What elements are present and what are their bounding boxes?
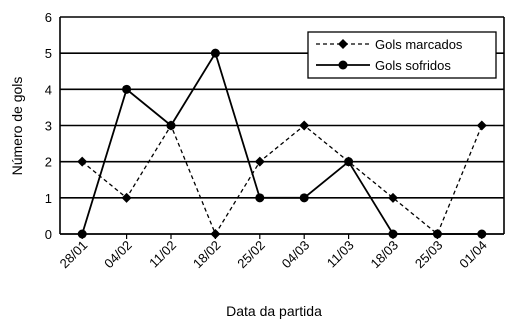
- data-point-1-6: [344, 157, 354, 167]
- x-tick-label-5: 04/03: [279, 238, 313, 272]
- data-point-0-7: [388, 192, 398, 203]
- data-point-1-1: [122, 84, 132, 94]
- data-point-1-2: [166, 121, 176, 130]
- x-tick-label-7: 18/03: [368, 238, 402, 272]
- data-point-1-4: [255, 193, 265, 203]
- legend-marker-1: [338, 60, 348, 70]
- data-point-1-5: [299, 193, 309, 203]
- x-tick-label-9: 01/04: [456, 238, 490, 272]
- grid-lines: [60, 16, 504, 235]
- legend: Gols marcados Gols sofridos: [307, 31, 497, 79]
- x-tick-label-3: 18/02: [190, 238, 224, 272]
- data-point-0-5: [299, 120, 310, 131]
- y-tick-label-1: 1: [45, 191, 52, 206]
- series-layer: [77, 48, 487, 239]
- data-point-1-3: [210, 48, 220, 58]
- data-point-0-0: [77, 156, 88, 167]
- y-tick-label-6: 6: [45, 10, 52, 25]
- y-tick-label-3: 3: [45, 119, 52, 134]
- data-point-0-4: [254, 156, 265, 167]
- x-tick-label-1: 04/02: [101, 238, 135, 272]
- y-tick-label-5: 5: [45, 46, 52, 61]
- legend-label-1: Gols sofridos: [375, 58, 451, 73]
- legend-marker-0: [338, 39, 348, 49]
- series-0: [77, 120, 487, 239]
- x-tick-label-8: 25/03: [412, 238, 446, 272]
- data-point-0-9: [476, 120, 487, 131]
- x-tick-label-4: 25/02: [234, 238, 268, 272]
- x-tick-label-2: 11/02: [146, 238, 179, 271]
- x-tick-label-6: 11/03: [324, 238, 357, 271]
- legend-box: [307, 31, 497, 79]
- data-point-0-1: [121, 192, 132, 203]
- y-tick-label-0: 0: [45, 227, 52, 242]
- y-axis-title: Número de gols: [9, 77, 25, 176]
- y-tick-label-2: 2: [45, 155, 52, 170]
- legend-label-0: Gols marcados: [375, 37, 463, 52]
- x-tick-label-0: 28/01: [57, 238, 91, 272]
- y-tick-label-4: 4: [45, 82, 52, 97]
- series-line-0: [81, 124, 483, 236]
- x-axis-title: Data da partida: [226, 303, 322, 319]
